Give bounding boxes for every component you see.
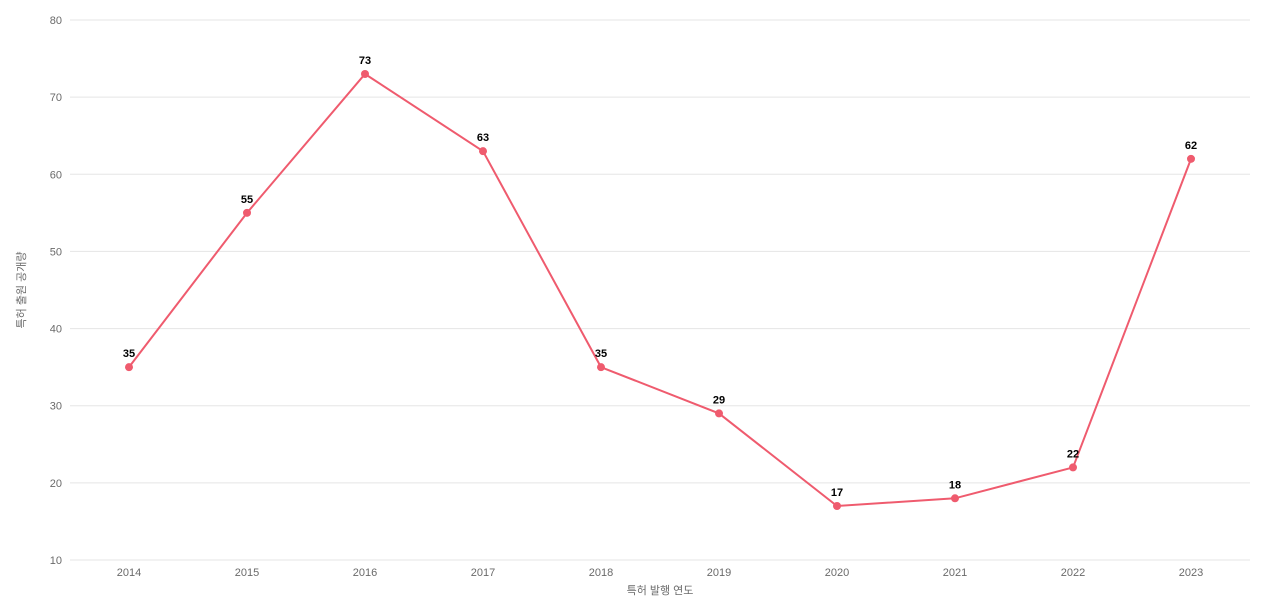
chart-container: 10 20 30 40 50 60 70 80 2014 2015 2016 2017 2018 2019…	[0, 0, 1280, 600]
y-tick-label: 60	[50, 169, 62, 181]
y-tick-label: 20	[50, 478, 62, 490]
y-axis-label: 특허 출원 공개량	[15, 252, 28, 329]
x-axis-label: 특허 발행 연도	[627, 584, 694, 597]
data-point	[361, 70, 369, 78]
data-point	[951, 494, 959, 502]
x-tick-label: 2023	[1179, 567, 1203, 579]
y-tick-label: 80	[50, 15, 62, 27]
data-point-label: 35	[123, 348, 135, 360]
x-tick-label: 2014	[117, 567, 141, 579]
y-tick-label: 50	[50, 246, 62, 258]
y-tick-label: 70	[50, 92, 62, 104]
data-point	[833, 502, 841, 510]
data-point-label: 73	[359, 55, 371, 67]
data-point-label: 63	[477, 132, 489, 144]
data-point-label: 17	[831, 487, 843, 499]
y-tick-label: 30	[50, 401, 62, 413]
x-tick-label: 2018	[589, 567, 613, 579]
data-point	[597, 363, 605, 371]
data-point-label: 55	[241, 194, 253, 206]
y-tick-label: 10	[50, 555, 62, 567]
data-point	[1187, 155, 1195, 163]
data-point-label: 18	[949, 479, 961, 491]
data-point-label: 22	[1067, 448, 1079, 460]
data-point	[243, 209, 251, 217]
data-point-label: 29	[713, 394, 725, 406]
x-tick-label: 2020	[825, 567, 849, 579]
data-point-label: 35	[595, 348, 607, 360]
x-tick-label: 2021	[943, 567, 967, 579]
data-point	[479, 147, 487, 155]
x-tick-label: 2015	[235, 567, 259, 579]
line-chart: 10 20 30 40 50 60 70 80 2014 2015 2016 2017 2018 2019…	[0, 0, 1280, 600]
y-tick-label: 40	[50, 324, 62, 336]
data-point	[125, 363, 133, 371]
data-line	[129, 74, 1191, 506]
x-tick-label: 2019	[707, 567, 731, 579]
x-tick-label: 2017	[471, 567, 495, 579]
data-point	[1069, 463, 1077, 471]
x-tick-label: 2016	[353, 567, 377, 579]
data-point-label: 62	[1185, 140, 1197, 152]
data-point	[715, 409, 723, 417]
x-tick-label: 2022	[1061, 567, 1085, 579]
